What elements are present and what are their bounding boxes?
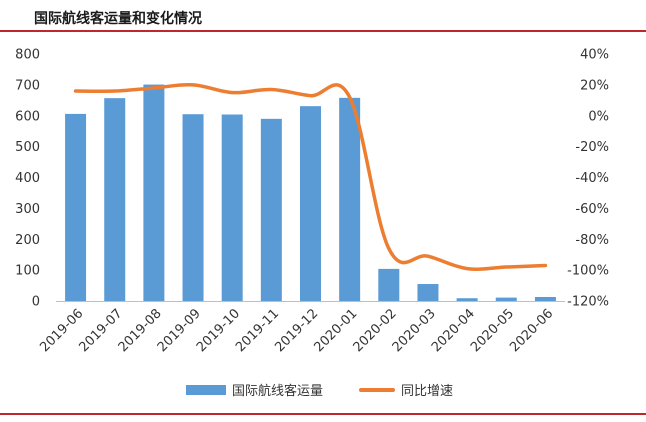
legend: 国际航线客运量 同比增速 [186, 380, 453, 399]
right-tick-label: -80% [575, 233, 609, 248]
right-tick-label: 0% [588, 109, 609, 124]
bar-2019-12 [300, 106, 321, 302]
growth-line [73, 82, 548, 271]
left-tick-label: 500 [15, 140, 40, 155]
legend-bar-label: 国际航线客运量 [232, 384, 324, 399]
bar-2020-04 [456, 298, 478, 301]
chart-title: 国际航线客运量和变化情况 [34, 11, 202, 27]
left-tick-label: 600 [15, 109, 40, 124]
right-tick-label: -120% [567, 295, 609, 310]
bar-2019-10 [221, 114, 243, 301]
left-tick-label: 100 [15, 264, 40, 279]
bar-2019-11 [260, 118, 282, 302]
top-divider [0, 30, 646, 32]
right-y-axis: -120% -100% -80% -60% -40% -20% 0% 20% 40% [567, 48, 609, 310]
left-tick-label: 700 [15, 78, 40, 93]
right-tick-label: -100% [567, 264, 609, 279]
bar-2020-05 [495, 297, 517, 301]
bar-2019-09 [182, 114, 204, 301]
right-tick-label: -20% [575, 140, 609, 155]
bar-2020-01 [339, 97, 361, 301]
left-tick-label: 800 [15, 48, 40, 63]
bar-2020-03 [417, 284, 439, 301]
right-tick-label: -60% [575, 202, 609, 217]
x-tick-labels: 2019-062019-072019-082019-092019-102019-… [37, 306, 556, 355]
bottom-divider [0, 413, 646, 415]
bar-2019-08 [143, 84, 165, 301]
left-tick-label: 300 [15, 202, 40, 217]
left-y-axis: 0 100 200 300 400 500 600 700 800 [15, 48, 40, 310]
left-tick-label: 200 [15, 233, 40, 248]
bar-series [65, 84, 556, 302]
bar-2020-06 [534, 296, 556, 301]
right-tick-label: 20% [580, 78, 609, 93]
bar-2020-02 [378, 268, 400, 301]
bar-2019-06 [65, 113, 87, 302]
line-series [73, 82, 548, 271]
left-tick-label: 0 [32, 295, 40, 310]
legend-line-label: 同比增速 [401, 384, 454, 399]
x-tick-label: 2020-06 [507, 306, 556, 355]
right-tick-label: -40% [575, 171, 609, 186]
left-tick-label: 400 [15, 171, 40, 186]
bar-2019-07 [104, 98, 126, 302]
legend-line-swatch [359, 387, 396, 392]
legend-bar-swatch [186, 384, 226, 395]
right-tick-label: 40% [580, 48, 609, 63]
